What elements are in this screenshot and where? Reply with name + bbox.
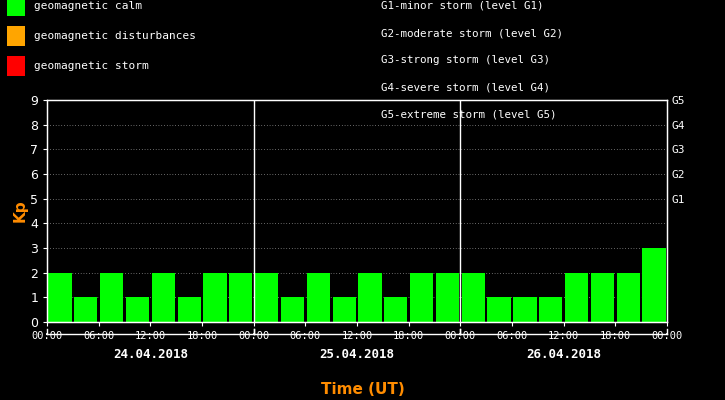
Text: G4-severe storm (level G4): G4-severe storm (level G4) (381, 83, 550, 93)
Bar (152, 273, 175, 322)
Bar (229, 273, 252, 322)
Text: Time (UT): Time (UT) (320, 382, 405, 398)
Bar (255, 273, 278, 322)
Bar (333, 297, 356, 322)
Text: 24.04.2018: 24.04.2018 (113, 348, 188, 360)
Bar (281, 297, 304, 322)
Text: geomagnetic disturbances: geomagnetic disturbances (34, 31, 196, 41)
Text: G1-minor storm (level G1): G1-minor storm (level G1) (381, 1, 543, 11)
Bar (204, 273, 227, 322)
Text: G5-extreme storm (level G5): G5-extreme storm (level G5) (381, 110, 556, 120)
Bar (513, 297, 536, 322)
Bar (642, 248, 666, 322)
Text: G2-moderate storm (level G2): G2-moderate storm (level G2) (381, 28, 563, 38)
Bar (74, 297, 97, 322)
Bar (358, 273, 381, 322)
Text: geomagnetic calm: geomagnetic calm (34, 1, 142, 11)
Bar (100, 273, 123, 322)
Bar (49, 273, 72, 322)
Bar (487, 297, 510, 322)
Bar (591, 273, 614, 322)
Bar (539, 297, 563, 322)
Bar (307, 273, 330, 322)
Bar (617, 273, 640, 322)
Text: G3-strong storm (level G3): G3-strong storm (level G3) (381, 56, 550, 66)
Text: 25.04.2018: 25.04.2018 (320, 348, 394, 360)
Text: 26.04.2018: 26.04.2018 (526, 348, 601, 360)
Bar (178, 297, 201, 322)
Bar (384, 297, 407, 322)
Bar (436, 273, 459, 322)
Bar (126, 297, 149, 322)
Text: geomagnetic storm: geomagnetic storm (34, 61, 149, 71)
Bar (410, 273, 434, 322)
Bar (565, 273, 588, 322)
Bar (462, 273, 485, 322)
Y-axis label: Kp: Kp (12, 200, 28, 222)
